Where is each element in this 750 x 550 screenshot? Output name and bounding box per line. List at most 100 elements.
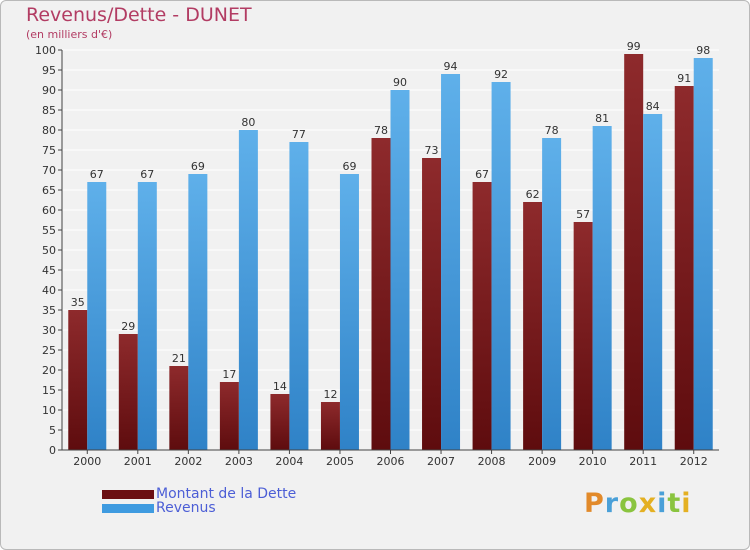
logo-letter: t <box>667 488 682 519</box>
x-tick-label: 2000 <box>73 455 101 468</box>
y-tick-label: 70 <box>42 164 56 177</box>
chart-subtitle: (en milliers d'€) <box>26 28 113 41</box>
x-tick-label: 2003 <box>225 455 253 468</box>
data-label: 77 <box>292 128 306 141</box>
x-tick-label: 2008 <box>478 455 506 468</box>
data-label: 94 <box>444 60 458 73</box>
data-label: 21 <box>172 352 186 365</box>
x-tick-label: 2001 <box>124 455 152 468</box>
bar-revenue <box>289 142 309 450</box>
bar-revenue <box>643 114 663 450</box>
bar-revenue <box>339 174 359 450</box>
data-label: 62 <box>526 188 540 201</box>
y-tick-label: 30 <box>42 324 56 337</box>
y-tick-label: 15 <box>42 384 56 397</box>
bar-debt <box>674 86 694 450</box>
chart-title: Revenus/Dette - DUNET <box>26 4 252 26</box>
bar-debt <box>169 366 189 450</box>
y-tick-label: 50 <box>42 244 56 257</box>
y-tick-label: 90 <box>42 84 56 97</box>
legend-item-debt: Montant de la Dette <box>102 486 296 502</box>
y-tick-label: 75 <box>42 144 56 157</box>
bar-debt <box>68 310 88 450</box>
y-tick-label: 35 <box>42 304 56 317</box>
y-tick-label: 95 <box>42 64 56 77</box>
data-label: 78 <box>545 124 559 137</box>
data-label: 67 <box>90 168 104 181</box>
y-tick-label: 0 <box>49 444 56 457</box>
data-label: 99 <box>627 40 641 53</box>
data-label: 12 <box>323 388 337 401</box>
data-label: 35 <box>71 296 85 309</box>
bar-revenue <box>188 174 208 450</box>
data-label: 84 <box>646 100 660 113</box>
logo-letter: o <box>619 488 639 519</box>
data-label: 81 <box>595 112 609 125</box>
logo-letter: i <box>681 488 692 519</box>
data-label: 69 <box>191 160 205 173</box>
logo-letter: P <box>584 488 605 519</box>
y-tick-label: 80 <box>42 124 56 137</box>
data-label: 91 <box>677 72 691 85</box>
x-tick-label: 2012 <box>680 455 708 468</box>
bar-revenue <box>87 182 107 450</box>
y-tick-label: 5 <box>49 424 56 437</box>
data-label: 69 <box>342 160 356 173</box>
y-tick-label: 65 <box>42 184 56 197</box>
y-tick-label: 20 <box>42 364 56 377</box>
data-label: 29 <box>121 320 135 333</box>
data-label: 17 <box>222 368 236 381</box>
x-tick-label: 2007 <box>427 455 455 468</box>
y-tick-label: 25 <box>42 344 56 357</box>
y-tick-label: 45 <box>42 264 56 277</box>
x-tick-label: 2009 <box>528 455 556 468</box>
data-label: 78 <box>374 124 388 137</box>
x-tick-label: 2002 <box>174 455 202 468</box>
bar-revenue <box>491 82 511 450</box>
bars <box>68 54 713 450</box>
y-tick-label: 40 <box>42 284 56 297</box>
legend-swatch-revenue <box>102 503 154 513</box>
bar-revenue <box>693 58 713 450</box>
legend-swatch-debt <box>102 489 154 499</box>
data-label: 92 <box>494 68 508 81</box>
data-labels: 35 67 29 67 21 69 17 80 14 77 12 69 78 90 73 94 67 92 62 78… <box>71 40 710 401</box>
x-tick-label: 2011 <box>629 455 657 468</box>
x-tick-label: 2004 <box>275 455 303 468</box>
x-tick-label: 2005 <box>326 455 354 468</box>
bar-debt <box>118 334 138 450</box>
bar-revenue <box>542 138 562 450</box>
bar-revenue <box>390 90 410 450</box>
y-tick-label: 10 <box>42 404 56 417</box>
data-label: 14 <box>273 380 287 393</box>
data-label: 67 <box>140 168 154 181</box>
bar-revenue <box>441 74 461 450</box>
bar-debt <box>320 402 340 450</box>
data-label: 57 <box>576 208 590 221</box>
proxiti-logo: Proxiti <box>584 488 692 519</box>
legend-label-debt: Montant de la Dette <box>156 486 297 502</box>
bar-debt <box>270 394 290 450</box>
data-label: 67 <box>475 168 489 181</box>
bar-debt <box>219 382 239 450</box>
y-tick-label: 60 <box>42 204 56 217</box>
data-label: 80 <box>241 116 255 129</box>
bar-revenue <box>238 130 258 450</box>
bar-revenue <box>137 182 157 450</box>
bar-debt <box>573 222 593 450</box>
x-tick-label: 2010 <box>579 455 607 468</box>
axes: 0 5 10 15 20 25 30 35 40 45 50 55 60 65 70 75 80 85 90 95 10… <box>35 44 719 468</box>
logo-letter: x <box>638 488 658 519</box>
legend-item-revenue: Revenus <box>102 500 216 516</box>
data-label: 73 <box>425 144 439 157</box>
bar-debt <box>472 182 492 450</box>
data-label: 90 <box>393 76 407 89</box>
data-label: 98 <box>696 44 710 57</box>
bar-debt <box>624 54 644 450</box>
bar-debt <box>422 158 442 450</box>
y-tick-label: 100 <box>35 44 56 57</box>
logo-letter: r <box>604 488 620 519</box>
bar-revenue <box>592 126 612 450</box>
y-tick-label: 55 <box>42 224 56 237</box>
